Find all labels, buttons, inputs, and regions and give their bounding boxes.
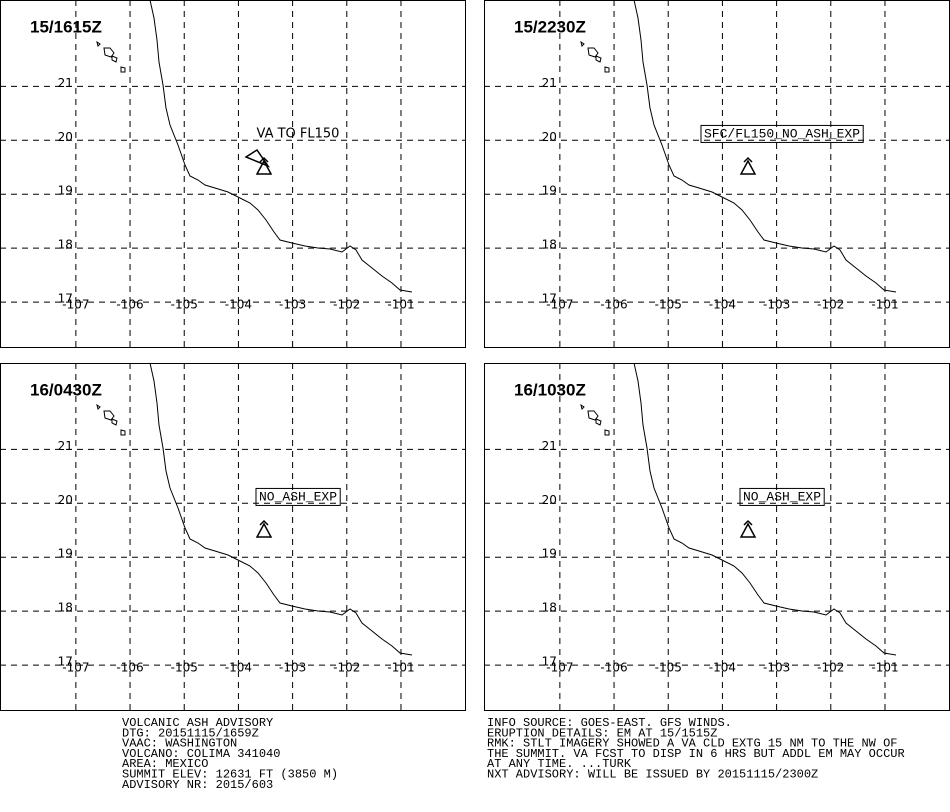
lon-label: -105 bbox=[171, 298, 198, 312]
lon-label: -107 bbox=[62, 298, 89, 312]
lat-label: 18 bbox=[58, 601, 73, 615]
lat-label: 21 bbox=[58, 439, 73, 453]
annotation-box bbox=[700, 124, 864, 143]
lon-label: -103 bbox=[763, 298, 790, 312]
panel-frame bbox=[0, 0, 466, 348]
advisory-line: AT ANY TIME. ...TURK bbox=[487, 757, 632, 771]
annotation-box bbox=[739, 487, 825, 506]
advisory-line: VAAC: WASHINGTON bbox=[122, 737, 237, 751]
volcano bbox=[739, 156, 757, 175]
lon-label: -106 bbox=[600, 298, 627, 312]
lat-label: 17 bbox=[58, 655, 73, 669]
advisory-line: ERUPTION DETAILS: EM AT 15/1515Z bbox=[487, 726, 717, 740]
panel-time: 15/1615Z bbox=[30, 17, 102, 36]
advisory-line: SUMMIT ELEV: 12631 FT (3850 M) bbox=[122, 768, 338, 782]
coastline bbox=[633, 0, 897, 293]
lon-label: -107 bbox=[546, 661, 573, 675]
lat-label: 19 bbox=[542, 184, 557, 198]
annotation: SFC/FL150_NO_ASH_EXP bbox=[704, 126, 860, 141]
lat-label: 21 bbox=[58, 76, 73, 90]
volcano bbox=[739, 519, 757, 538]
advisory-line: INFO SOURCE: GOES-EAST. GFS WINDS. bbox=[487, 716, 732, 730]
lat-label: 19 bbox=[58, 184, 73, 198]
ash-cloud bbox=[244, 148, 271, 168]
lon-label: -106 bbox=[116, 661, 143, 675]
lon-label: -105 bbox=[655, 661, 682, 675]
annotation-box bbox=[255, 487, 341, 506]
coastline bbox=[149, 362, 413, 656]
lat-label: 18 bbox=[542, 238, 557, 252]
lat-label: 19 bbox=[542, 547, 557, 561]
advisory-line: VOLCANO: COLIMA 341040 bbox=[122, 747, 280, 761]
lon-label: -104 bbox=[709, 661, 736, 675]
lon-label: -107 bbox=[546, 298, 573, 312]
lon-label: -103 bbox=[279, 298, 306, 312]
lon-label: -101 bbox=[871, 661, 898, 675]
coastline bbox=[633, 362, 897, 656]
lat-label: 20 bbox=[542, 130, 557, 144]
map-panel: -107 -106 -105 -104 -103 -102 -101 21 20 19 18 17 15… bbox=[484, 0, 950, 348]
lat-label: 19 bbox=[58, 547, 73, 561]
lon-label: -104 bbox=[709, 298, 736, 312]
advisory-line: DTG: 20151115/1659Z bbox=[122, 726, 259, 740]
lon-label: -104 bbox=[225, 661, 252, 675]
volcano bbox=[255, 156, 273, 175]
lon-label: -104 bbox=[225, 298, 252, 312]
islands bbox=[580, 403, 610, 436]
lon-label: -105 bbox=[655, 298, 682, 312]
panel-time: 16/1030Z bbox=[514, 380, 586, 399]
lon-label: -107 bbox=[62, 661, 89, 675]
lat-label: 17 bbox=[542, 655, 557, 669]
lat-label: 18 bbox=[58, 238, 73, 252]
panel-time: 16/0430Z bbox=[30, 380, 102, 399]
panel-time: 15/2230Z bbox=[514, 17, 586, 36]
advisory-line: AREA: MEXICO bbox=[122, 757, 208, 771]
advisory-line: NXT ADVISORY: WILL BE ISSUED BY 20151115… bbox=[487, 768, 818, 782]
lon-label: -103 bbox=[763, 661, 790, 675]
annotation: VA TO FL150 bbox=[257, 127, 340, 142]
lon-label: -101 bbox=[387, 298, 414, 312]
islands bbox=[580, 40, 610, 73]
coastline bbox=[149, 0, 413, 293]
lon-label: -106 bbox=[116, 298, 143, 312]
lat-label: 20 bbox=[58, 130, 73, 144]
lon-label: -106 bbox=[600, 661, 627, 675]
map-panel: -107 -106 -105 -104 -103 -102 -101 21 20 19 18 17 16… bbox=[0, 362, 466, 711]
islands bbox=[96, 403, 126, 436]
map-panel: -107 -106 -105 -104 -103 -102 -101 21 20 19 18 17 15… bbox=[0, 0, 466, 348]
lon-label: -102 bbox=[333, 661, 360, 675]
panel-frame bbox=[0, 363, 466, 711]
lat-label: 17 bbox=[542, 292, 557, 306]
lat-label: 21 bbox=[542, 439, 557, 453]
map-panel: -107 -106 -105 -104 -103 -102 -101 21 20 19 18 17 16… bbox=[484, 362, 950, 711]
advisory-line: VOLCANIC ASH ADVISORY bbox=[122, 716, 273, 730]
annotation: NO_ASH_EXP bbox=[259, 489, 337, 504]
lon-label: -105 bbox=[171, 661, 198, 675]
lon-label: -101 bbox=[871, 298, 898, 312]
advisory-line: ADVISORY NR: 2015/603 bbox=[122, 778, 273, 792]
lat-label: 17 bbox=[58, 292, 73, 306]
lon-label: -102 bbox=[817, 298, 844, 312]
advisory-line: RMK: STLT IMAGERY SHOWED A VA CLD EXTG 1… bbox=[487, 737, 897, 751]
advisory-line: THE SUMMIT. VA FCST TO DISP IN 6 HRS BUT… bbox=[487, 747, 905, 761]
lat-label: 20 bbox=[58, 493, 73, 507]
lon-label: -101 bbox=[387, 661, 414, 675]
annotation: NO_ASH_EXP bbox=[743, 489, 821, 504]
lat-label: 21 bbox=[542, 76, 557, 90]
lon-label: -103 bbox=[279, 661, 306, 675]
lat-label: 20 bbox=[542, 493, 557, 507]
lat-label: 18 bbox=[542, 601, 557, 615]
volcano bbox=[255, 519, 273, 538]
lon-label: -102 bbox=[333, 298, 360, 312]
islands bbox=[96, 40, 126, 73]
lon-label: -102 bbox=[817, 661, 844, 675]
